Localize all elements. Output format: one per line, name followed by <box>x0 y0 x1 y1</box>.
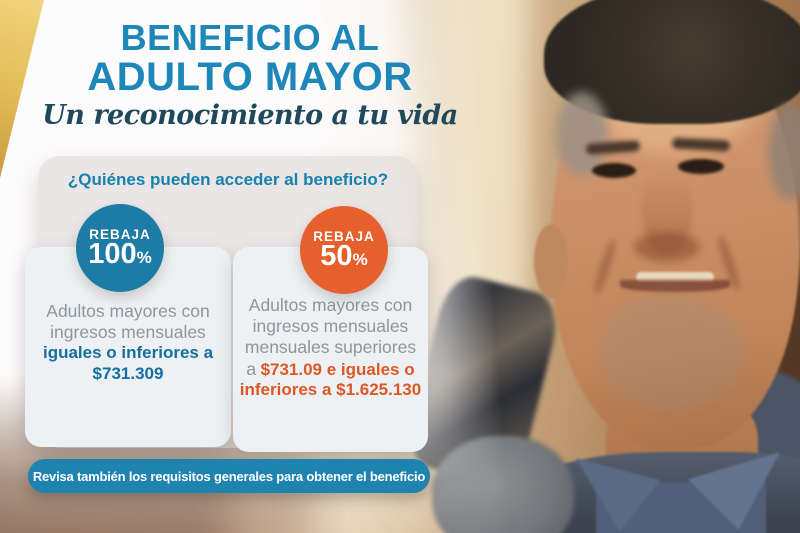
footer-note-text: Revisa también los requisitos generales … <box>32 468 426 484</box>
card-100-body: Adultos mayores con ingresos mensuales <box>46 301 210 343</box>
page-subtitle: Un reconocimiento a tu vida <box>42 100 458 131</box>
card-rebaja-100: Adultos mayores con ingresos mensuales i… <box>25 247 231 447</box>
badge-50-value: 50 <box>320 240 353 272</box>
header: BENEFICIO AL ADULTO MAYOR Un reconocimie… <box>40 17 460 132</box>
question-heading: ¿Quiénes pueden acceder al beneficio? <box>67 170 389 189</box>
badge-100-percent-sign: % <box>136 248 152 267</box>
badge-rebaja-50: REBAJA 50 % <box>300 206 388 294</box>
card-rebaja-50-text: Adultos mayores con ingresos mensuales m… <box>238 295 423 400</box>
badge-50-percent-sign: % <box>352 250 368 269</box>
badge-100-value: 100 <box>88 238 137 270</box>
badge-50-label: REBAJA <box>313 229 375 244</box>
page-title-line1: BENEFICIO AL <box>120 17 380 58</box>
footer-note-banner: Revisa también los requisitos generales … <box>28 459 430 493</box>
badge-rebaja-100: REBAJA 100 % <box>76 204 164 292</box>
page-title-line2: ADULTO MAYOR <box>87 55 413 99</box>
badge-100-label: REBAJA <box>89 227 151 242</box>
card-100-highlight: iguales o inferiores a $731.309 <box>42 343 214 383</box>
badge-100-value-row: 100 % <box>88 240 152 269</box>
card-50-highlight: $731.09 e iguales o inferiores a $1.625.… <box>239 359 422 399</box>
card-rebaja-100-text: Adultos mayores con ingresos mensuales i… <box>33 301 223 384</box>
badge-50-value-row: 50 % <box>320 242 367 271</box>
card-50-body: Adultos mayores con ingresos mensuales m… <box>244 295 417 379</box>
